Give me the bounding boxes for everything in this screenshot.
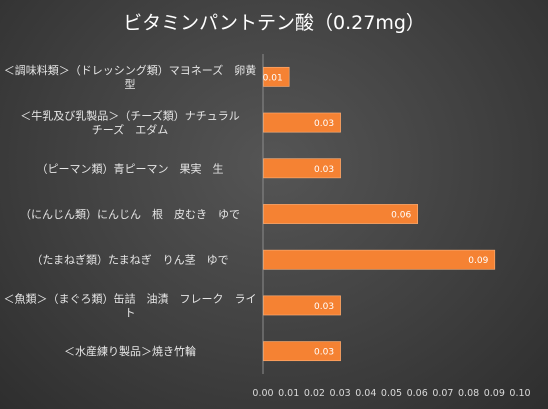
- x-tick-label: 0.03: [330, 388, 351, 399]
- category-label: ＜調味料類＞（ドレッシング類）マヨネーズ 卵黄型: [4, 63, 256, 91]
- x-tick-label: 0.07: [432, 388, 453, 399]
- x-tick-label: 0.09: [484, 388, 505, 399]
- data-label: 0.03: [314, 302, 334, 312]
- bar: [263, 158, 341, 179]
- data-label: 0.03: [314, 348, 334, 358]
- x-tick-label: 0.08: [458, 388, 479, 399]
- bar: [263, 66, 290, 87]
- data-label: 0.09: [468, 256, 488, 266]
- x-tick-label: 0.04: [355, 388, 376, 399]
- x-tick-label: 0.05: [381, 388, 402, 399]
- x-tick-label: 0.10: [509, 388, 530, 399]
- data-label: 0.03: [314, 119, 334, 129]
- category-labels: ＜調味料類＞（ドレッシング類）マヨネーズ 卵黄型 ＜牛乳及び乳製品＞（チーズ類）ナ…: [4, 63, 257, 358]
- bar: [263, 249, 496, 270]
- x-tick-label: 0.06: [407, 388, 428, 399]
- bar: [263, 341, 341, 362]
- category-label: （にんじん類）にんじん 根 皮むき ゆで: [20, 207, 240, 221]
- bar: [263, 204, 418, 224]
- category-label: ＜魚類＞（まぐろ類）缶詰 油漬 フレーク ライト: [4, 291, 257, 319]
- bars-group: [263, 66, 496, 362]
- x-tick-label: 0.02: [304, 388, 325, 399]
- x-tick-label: 0.00: [252, 388, 273, 399]
- data-label: 0.06: [391, 211, 411, 221]
- category-label: ＜水産練り製品＞焼き竹輪: [64, 344, 196, 358]
- x-tick-label: 0.01: [278, 388, 299, 399]
- chart-title: ビタミンパントテン酸（0.27mg）: [123, 12, 425, 34]
- data-labels: 0.01 0.03 0.03 0.06 0.09 0.03 0.03: [263, 73, 489, 357]
- category-label: （たまねぎ類）たまねぎ りん茎 ゆで: [31, 253, 228, 267]
- category-label: （ピーマン類）青ピーマン 果実 生: [37, 161, 224, 175]
- category-label: ＜牛乳及び乳製品＞（チーズ類）ナチュラルチーズ エダム: [20, 109, 239, 137]
- bar: [263, 295, 341, 316]
- bar: [263, 112, 341, 133]
- data-label: 0.03: [314, 165, 334, 175]
- x-tick-labels: 0.00 0.01 0.02 0.03 0.04 0.05 0.06 0.07 0.08 0.09…: [252, 388, 530, 399]
- data-label: 0.01: [263, 73, 283, 83]
